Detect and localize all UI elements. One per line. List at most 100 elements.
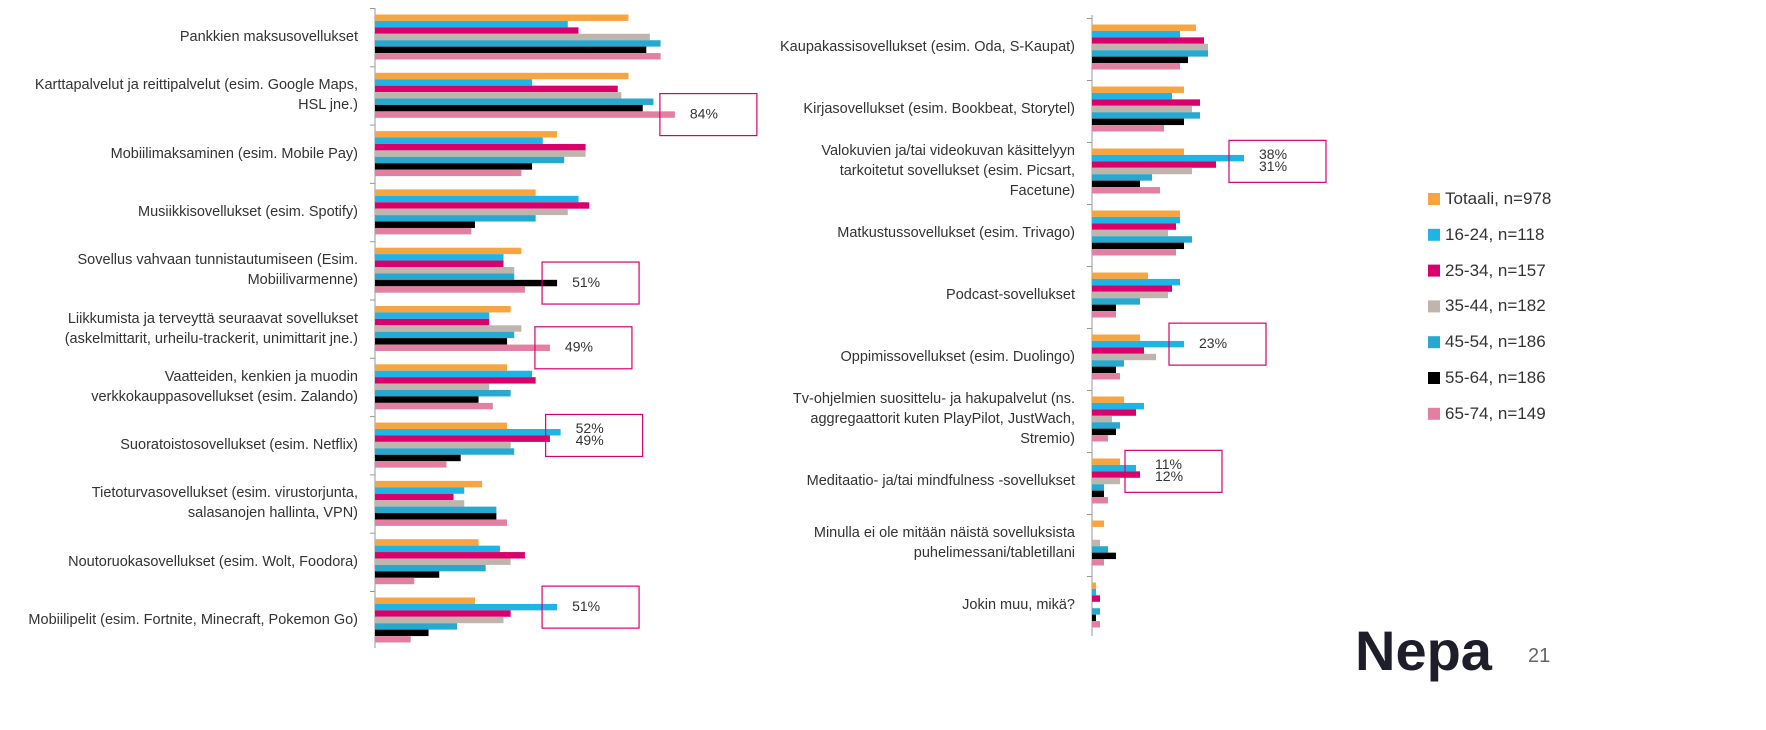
bar [375, 603, 558, 611]
bar [375, 318, 490, 326]
category-label: Noutoruokasovellukset (esim. Wolt, Foodo… [68, 553, 358, 570]
bar [1092, 161, 1216, 168]
bar [1092, 595, 1100, 602]
category-label: Jokin muu, mikä? [962, 597, 1075, 613]
bar [1092, 464, 1136, 472]
bar [1092, 37, 1204, 44]
bar [375, 306, 511, 313]
bar [375, 195, 579, 203]
bar [1092, 497, 1108, 504]
bar [1092, 477, 1120, 485]
category-label: Karttapalvelut ja reittipalvelut (esim. … [34, 77, 358, 114]
annotation-box [541, 585, 640, 629]
bar [375, 610, 511, 617]
bar [375, 571, 440, 578]
bar [375, 435, 550, 442]
bar [1092, 210, 1180, 217]
bar [375, 364, 508, 371]
logo: Nepa [1355, 619, 1493, 682]
category-label: Tietoturvasovellukset (esim. virustorjun… [91, 485, 358, 522]
bar [1092, 118, 1184, 126]
category-label: Musiikkisovellukset (esim. Spotify) [138, 203, 358, 220]
bar [1092, 125, 1164, 132]
bar [375, 143, 586, 151]
bar [1092, 242, 1184, 250]
bar [375, 338, 508, 345]
bar [375, 85, 618, 93]
bar [375, 539, 479, 546]
bar [375, 480, 483, 488]
annotation-box [659, 92, 758, 137]
bar [1092, 216, 1180, 224]
legend-swatch [1428, 264, 1440, 277]
data-label: 38% [1259, 146, 1287, 162]
data-label: 23% [1199, 335, 1227, 351]
category-label: Sovellus vahvaan tunnistautumiseen (Esim… [77, 252, 358, 289]
bar [375, 254, 504, 261]
bar [375, 131, 558, 138]
bar [375, 325, 522, 332]
bar [375, 500, 465, 507]
bar [1092, 311, 1116, 318]
bar [375, 616, 504, 624]
annotation-box [1168, 322, 1267, 366]
category-label: Minulla ei ole mitään näistä sovelluksis… [813, 525, 1075, 561]
bar [375, 137, 543, 144]
category-label: Kirjasovellukset (esim. Bookbeat, Storyt… [803, 101, 1075, 117]
bar [1092, 588, 1096, 596]
bar [375, 169, 522, 177]
bar [1092, 415, 1112, 423]
bar [1092, 236, 1192, 243]
bar [375, 156, 565, 164]
legend-label: 25-34, n=157 [1445, 260, 1546, 280]
bar [375, 92, 622, 99]
bar [1092, 167, 1192, 175]
bar [375, 487, 465, 494]
category-label: Valokuvien ja/tai videokuvan käsittelyyn… [821, 143, 1075, 199]
bar [1092, 291, 1168, 299]
data-label: 84% [690, 105, 718, 121]
bar [1092, 366, 1116, 374]
bar [375, 396, 479, 403]
annotation-box [534, 326, 633, 370]
legend-label: 35-44, n=182 [1445, 296, 1546, 316]
legend-swatch [1428, 300, 1440, 313]
bar [1092, 402, 1144, 410]
category-label: Podcast-sovellukset [946, 287, 1075, 303]
bar [375, 370, 533, 378]
bar [1092, 608, 1100, 615]
bar [1092, 174, 1152, 181]
bar [1092, 552, 1116, 560]
bar [1092, 223, 1176, 230]
bar [1092, 539, 1100, 547]
bar [375, 286, 525, 293]
bar [375, 422, 508, 430]
legend-swatch [1428, 372, 1440, 384]
bar [375, 221, 475, 228]
category-label: Pankkien maksusovellukset [179, 29, 358, 45]
bar [375, 558, 511, 565]
bar [375, 513, 497, 520]
bar [1092, 86, 1184, 93]
bar [375, 454, 461, 462]
bar [1092, 112, 1200, 119]
bar [1092, 520, 1104, 527]
bar [375, 202, 590, 209]
bar [375, 390, 511, 397]
legend-label: 45-54, n=186 [1445, 332, 1546, 352]
bar [1092, 396, 1124, 403]
bar [375, 383, 490, 391]
bar [375, 150, 586, 157]
bar [1092, 249, 1176, 256]
bar [1092, 298, 1140, 305]
bar [375, 429, 561, 436]
legend-swatch [1428, 193, 1440, 205]
bar [1092, 409, 1136, 416]
annotation-box [1228, 139, 1327, 183]
bar [375, 20, 568, 28]
category-label: Meditaatio- ja/tai mindfulness -sovelluk… [806, 473, 1075, 489]
bar [375, 519, 508, 526]
bar [375, 279, 558, 287]
bar [375, 377, 536, 384]
data-label: 49% [565, 338, 593, 354]
